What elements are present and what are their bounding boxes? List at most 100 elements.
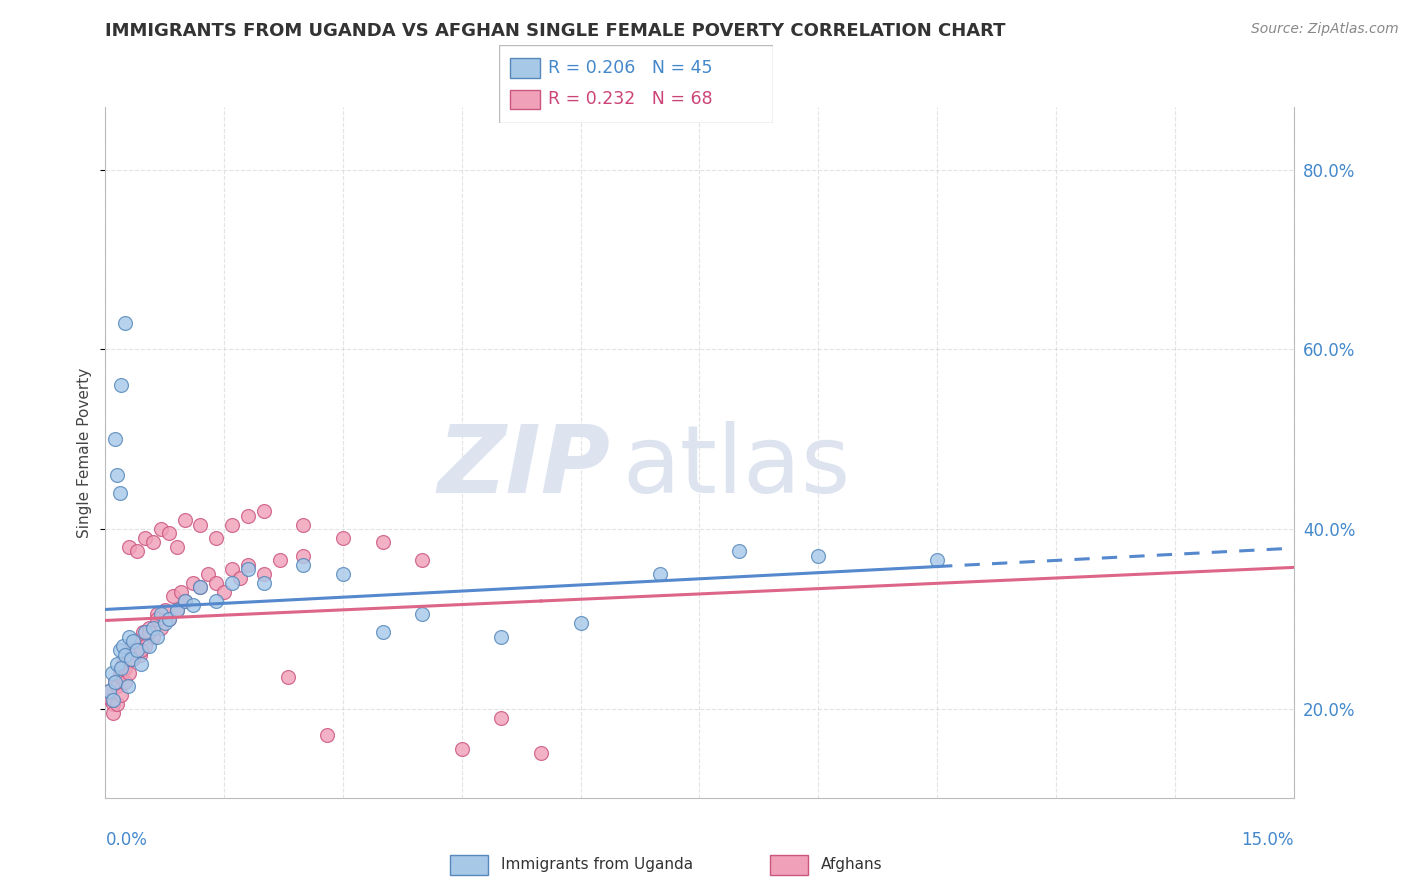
Point [134, 531, 156, 545]
Point [190, 580, 212, 594]
Point [166, 540, 188, 554]
Point [149, 522, 172, 536]
Point [411, 607, 433, 622]
Point [162, 590, 184, 604]
Point [205, 575, 228, 590]
Point [142, 535, 165, 549]
Point [153, 616, 176, 631]
Point [253, 566, 276, 581]
Point [269, 553, 291, 567]
Point [138, 621, 160, 635]
Point [128, 648, 150, 662]
Point [253, 504, 276, 518]
Point [332, 566, 354, 581]
Point [332, 531, 354, 545]
Point [105, 697, 128, 711]
Point [149, 621, 172, 635]
Point [157, 526, 180, 541]
Point [146, 630, 169, 644]
Point [122, 652, 145, 666]
Point [530, 747, 553, 761]
Point [146, 612, 169, 626]
Point [118, 540, 141, 554]
Point [103, 697, 125, 711]
Bar [510, 90, 540, 110]
Point [131, 625, 153, 640]
Point [108, 643, 131, 657]
Point [253, 575, 276, 590]
Point [166, 603, 188, 617]
Point [118, 665, 141, 680]
Point [927, 553, 949, 567]
Text: R = 0.232   N = 68: R = 0.232 N = 68 [548, 90, 713, 108]
Point [118, 630, 141, 644]
Point [229, 571, 252, 585]
Point [104, 674, 127, 689]
Point [110, 670, 132, 684]
Point [450, 742, 472, 756]
Point [127, 544, 149, 558]
FancyBboxPatch shape [499, 45, 773, 123]
Point [129, 657, 152, 671]
Point [491, 710, 513, 724]
Point [648, 566, 671, 581]
Point [127, 634, 149, 648]
Point [114, 674, 136, 689]
Text: Immigrants from Uganda: Immigrants from Uganda [501, 857, 693, 871]
Point [221, 575, 243, 590]
Point [105, 468, 128, 483]
Point [157, 612, 180, 626]
Point [166, 603, 188, 617]
Point [146, 607, 169, 622]
Point [97, 683, 120, 698]
Point [181, 599, 204, 613]
Point [134, 625, 156, 640]
Point [138, 625, 160, 640]
Point [292, 558, 315, 572]
Point [569, 616, 592, 631]
Point [114, 648, 136, 662]
Point [120, 652, 142, 666]
Point [142, 630, 165, 644]
Point [371, 625, 394, 640]
Point [411, 553, 433, 567]
Bar [510, 58, 540, 78]
Point [807, 549, 830, 563]
Bar [770, 855, 808, 875]
Point [205, 594, 228, 608]
Point [149, 607, 172, 622]
Point [728, 544, 751, 558]
Point [111, 657, 134, 671]
Point [104, 432, 127, 446]
Point [114, 316, 136, 330]
Point [371, 535, 394, 549]
Point [190, 580, 212, 594]
Point [114, 661, 136, 675]
Text: 0.0%: 0.0% [105, 831, 148, 849]
Point [236, 508, 259, 523]
Point [236, 558, 259, 572]
Y-axis label: Single Female Poverty: Single Female Poverty [77, 368, 93, 538]
Point [108, 665, 131, 680]
Text: ZIP: ZIP [437, 420, 610, 513]
Point [138, 639, 160, 653]
Point [122, 643, 145, 657]
Point [110, 378, 132, 392]
Point [316, 729, 339, 743]
Point [236, 562, 259, 576]
Text: IMMIGRANTS FROM UGANDA VS AFGHAN SINGLE FEMALE POVERTY CORRELATION CHART: IMMIGRANTS FROM UGANDA VS AFGHAN SINGLE … [105, 22, 1005, 40]
Point [221, 517, 243, 532]
Point [142, 621, 165, 635]
Point [110, 661, 132, 675]
Text: atlas: atlas [623, 420, 851, 513]
Point [221, 562, 243, 576]
Point [103, 692, 125, 706]
Point [110, 688, 132, 702]
Point [214, 585, 236, 599]
Text: Source: ZipAtlas.com: Source: ZipAtlas.com [1251, 22, 1399, 37]
Point [117, 679, 139, 693]
Point [491, 630, 513, 644]
Point [122, 634, 145, 648]
Point [108, 486, 131, 500]
Point [105, 679, 128, 693]
